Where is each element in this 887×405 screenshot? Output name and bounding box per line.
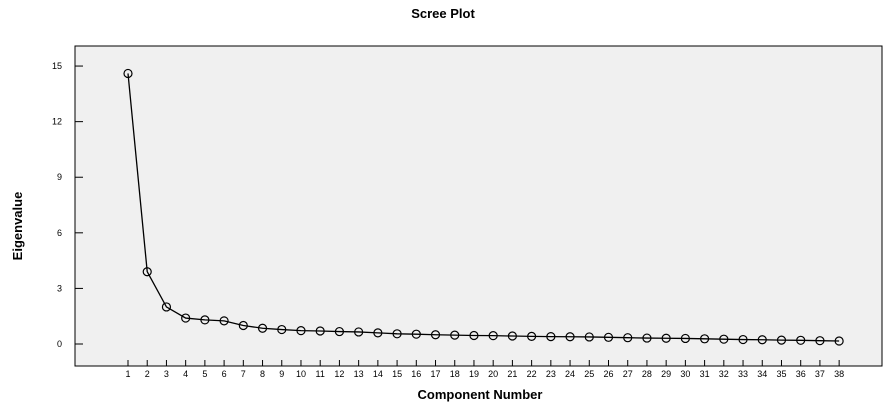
x-tick-label-32: 32 <box>719 369 729 379</box>
data-point-2 <box>142 267 152 277</box>
data-point-9 <box>277 324 287 335</box>
y-axis: 0 3 6 9 12 15 <box>52 61 83 349</box>
data-point-5 <box>200 315 210 325</box>
y-tick-label-2: 6 <box>57 228 62 238</box>
x-tick-label-38: 38 <box>834 369 844 379</box>
data-point-25 <box>584 332 594 342</box>
x-tick-label-13: 13 <box>354 369 364 379</box>
x-tick-label-12: 12 <box>334 369 344 379</box>
data-point-15 <box>392 329 402 339</box>
x-tick-label-31: 31 <box>700 369 710 379</box>
x-tick-label-25: 25 <box>584 369 594 379</box>
x-tick-label-11: 11 <box>316 369 325 379</box>
chart-title: Scree Plot <box>411 6 475 21</box>
data-point-27 <box>623 333 633 343</box>
y-tick-label-0: 0 <box>57 339 62 349</box>
x-tick-label-9: 9 <box>279 369 284 379</box>
x-tick-label-21: 21 <box>507 369 517 379</box>
data-point-17 <box>430 330 441 340</box>
x-tick-label-5: 5 <box>202 369 207 379</box>
data-point-28 <box>642 333 652 343</box>
x-tick-label-34: 34 <box>757 369 767 379</box>
x-tick-label-6: 6 <box>222 369 227 379</box>
data-point-38 <box>834 336 844 346</box>
data-point-32 <box>719 334 729 344</box>
data-point-16 <box>411 329 421 339</box>
series-line-0 <box>127 73 840 342</box>
data-point-30 <box>680 333 690 344</box>
data-point-6 <box>219 316 229 326</box>
data-point-33 <box>738 334 748 345</box>
y-tick-label-1: 3 <box>57 283 62 293</box>
data-point-11 <box>315 326 325 336</box>
x-tick-label-30: 30 <box>680 369 690 379</box>
y-axis-label: Eigenvalue <box>10 192 25 261</box>
data-point-22 <box>527 331 537 342</box>
data-point-7 <box>238 320 248 331</box>
data-point-12 <box>334 326 345 337</box>
y-tick-label-3: 9 <box>57 172 62 182</box>
y-tick-label-5: 15 <box>52 61 62 71</box>
data-point-34 <box>757 335 767 345</box>
data-point-20 <box>488 331 498 341</box>
x-tick-label-37: 37 <box>815 369 825 379</box>
data-point-10 <box>296 326 306 336</box>
x-tick-label-1: 1 <box>125 369 130 379</box>
data-point-19 <box>469 330 479 341</box>
data-point-37 <box>815 336 825 346</box>
data-point-18 <box>450 330 460 340</box>
data-point-13 <box>354 327 364 337</box>
data-point-26 <box>603 332 614 342</box>
series-layer <box>123 68 844 346</box>
data-point-29 <box>661 333 671 343</box>
x-tick-label-8: 8 <box>260 369 265 379</box>
plot-area <box>74 45 883 367</box>
data-point-3 <box>161 302 172 312</box>
x-tick-label-27: 27 <box>623 369 633 379</box>
x-tick-label-14: 14 <box>373 369 383 379</box>
x-tick-label-4: 4 <box>183 369 188 379</box>
x-tick-label-3: 3 <box>164 369 169 379</box>
y-tick-label-4: 12 <box>52 117 62 127</box>
x-tick-label-29: 29 <box>661 369 671 379</box>
data-point-21 <box>507 331 518 341</box>
x-tick-label-17: 17 <box>431 369 441 379</box>
data-point-35 <box>776 335 787 345</box>
x-tick-label-16: 16 <box>411 369 421 379</box>
x-tick-label-26: 26 <box>603 369 613 379</box>
x-tick-label-22: 22 <box>527 369 537 379</box>
x-tick-label-18: 18 <box>450 369 460 379</box>
x-tick-label-36: 36 <box>796 369 806 379</box>
data-point-4 <box>181 313 191 323</box>
x-axis-label: Component Number <box>418 387 543 402</box>
x-tick-label-20: 20 <box>488 369 498 379</box>
x-tick-label-15: 15 <box>392 369 402 379</box>
data-point-36 <box>796 335 806 345</box>
x-tick-label-7: 7 <box>241 369 246 379</box>
x-tick-label-33: 33 <box>738 369 748 379</box>
x-tick-label-24: 24 <box>565 369 575 379</box>
x-tick-label-10: 10 <box>296 369 306 379</box>
data-point-14 <box>373 328 383 338</box>
x-axis: 1 2 3 4 5 6 7 8 9 10 11 12 13 14 15 16 17 18 19 20 21 22 23 24 2… <box>125 360 844 379</box>
data-point-23 <box>546 331 556 342</box>
x-tick-label-23: 23 <box>546 369 556 379</box>
x-tick-label-28: 28 <box>642 369 652 379</box>
data-point-1 <box>123 68 133 79</box>
data-point-31 <box>699 334 710 344</box>
x-tick-label-35: 35 <box>776 369 786 379</box>
data-point-24 <box>565 332 575 342</box>
x-tick-label-19: 19 <box>469 369 479 379</box>
x-tick-label-2: 2 <box>145 369 150 379</box>
data-point-8 <box>257 323 268 333</box>
